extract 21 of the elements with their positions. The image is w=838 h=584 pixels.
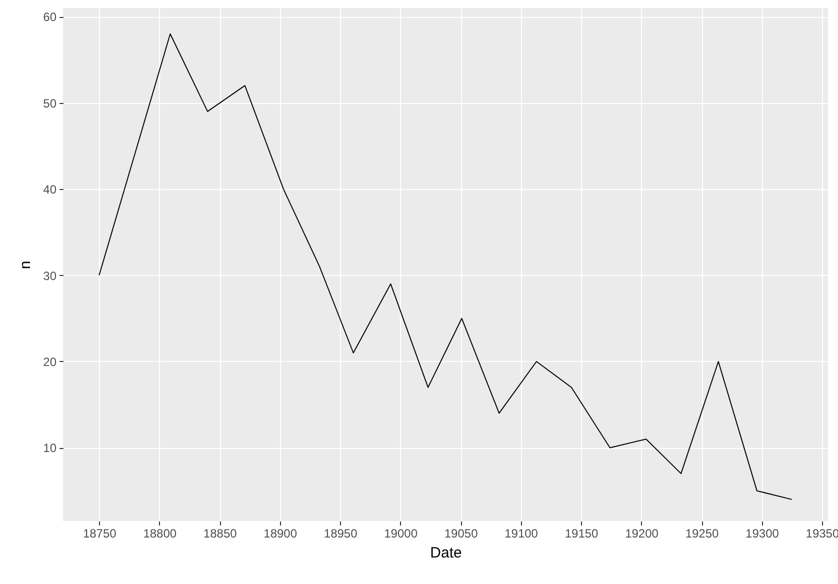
x-tick-label: 18900 (264, 526, 298, 540)
x-tick-label: 19250 (685, 526, 720, 540)
y-tick-label: 60 (43, 10, 57, 24)
x-tick-label: 19000 (384, 526, 418, 540)
y-axis-title: n (17, 260, 34, 270)
x-tick-label: 19100 (504, 526, 538, 540)
x-axis-title: Date (430, 544, 462, 562)
x-tick-label: 19200 (625, 526, 659, 540)
y-tick-label: 20 (43, 354, 57, 369)
line-series (98, 33, 792, 500)
x-tick-label: 18950 (324, 526, 358, 540)
x-tick-label: 18800 (143, 526, 177, 540)
x-tick-label: 18750 (82, 526, 117, 540)
x-tick-label: 18850 (203, 526, 238, 540)
x-tick-label: 19050 (444, 526, 478, 540)
x-tick-label: 19300 (746, 526, 780, 540)
y-tick-label: 10 (43, 441, 57, 456)
y-tick-label: 50 (43, 96, 57, 110)
y-tick-label: 30 (43, 268, 57, 283)
x-tick-label: 19150 (564, 526, 599, 540)
y-tick-label: 40 (43, 182, 57, 197)
